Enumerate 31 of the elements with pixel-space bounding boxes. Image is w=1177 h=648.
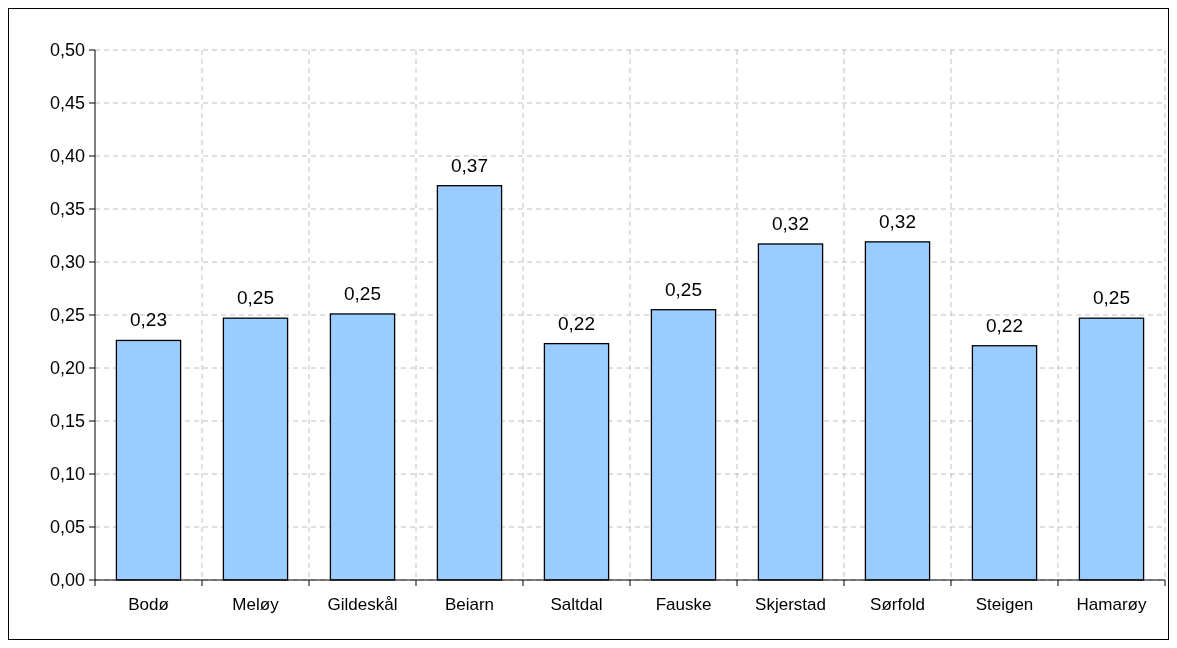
x-tick-label: Skjerstad xyxy=(755,595,826,614)
y-tick-label: 0,35 xyxy=(49,199,85,220)
data-label: 0,22 xyxy=(986,314,1023,336)
x-tick-label: Sørfold xyxy=(870,595,925,614)
y-tick-label: 0,50 xyxy=(49,40,85,61)
y-tick-label: 0,25 xyxy=(49,305,85,326)
y-tick-label: 0,20 xyxy=(49,358,85,379)
data-label: 0,25 xyxy=(237,287,274,309)
data-label: 0,32 xyxy=(772,212,809,234)
y-tick-label: 0,30 xyxy=(49,252,85,273)
data-label: 0,37 xyxy=(451,154,488,176)
data-label: 0,25 xyxy=(344,282,381,304)
x-tick-label: Fauske xyxy=(655,595,712,614)
data-label: 0,32 xyxy=(879,210,916,232)
x-tick-label: Gildeskål xyxy=(327,595,398,614)
y-tick-label: 0,05 xyxy=(49,517,85,538)
y-tick-label: 0,40 xyxy=(49,146,85,167)
y-tick-label: 0,15 xyxy=(49,411,85,432)
x-tick-label: Saltdal xyxy=(550,595,603,614)
x-tick-label: Meløy xyxy=(232,595,280,614)
y-tick-label: 0,00 xyxy=(49,570,85,591)
x-tick-label: Bodø xyxy=(128,595,169,614)
y-tick-label: 0,10 xyxy=(49,464,85,485)
data-label: 0,25 xyxy=(665,278,702,300)
data-label: 0,23 xyxy=(130,309,167,331)
data-label: 0,22 xyxy=(558,312,595,334)
data-label: 0,25 xyxy=(1093,287,1130,309)
y-tick-label: 0,45 xyxy=(49,93,85,114)
x-tick-label: Hamarøy xyxy=(1076,595,1147,614)
x-tick-label: Steigen xyxy=(975,595,1034,614)
x-tick-label: Beiarn xyxy=(444,595,495,614)
